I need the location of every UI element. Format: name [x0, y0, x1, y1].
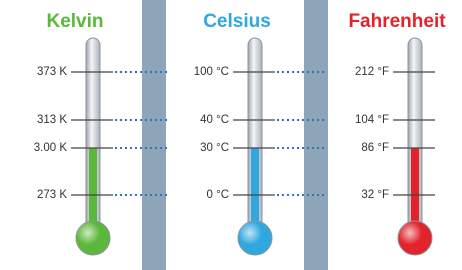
scale-label: 0 °C: [207, 189, 230, 201]
bulb-shine: [238, 221, 272, 255]
divider: [142, 0, 166, 270]
scale-label: 104 °F: [355, 114, 389, 126]
scale-label: 30 °C: [200, 142, 229, 154]
thermometer-diagram: Kelvin 373 K 313 K 3.00 K 273 K Celsius 100 °C…: [0, 0, 462, 270]
scale-label: 373 K: [37, 66, 67, 78]
scale-label: 40 °C: [200, 114, 229, 126]
scale-title: Kelvin: [46, 11, 103, 32]
scale-label: 100 °C: [194, 66, 229, 78]
scale-title: Fahrenheit: [348, 11, 446, 32]
divider: [304, 0, 328, 270]
scale-label: 273 K: [37, 189, 67, 201]
scale-label: 32 °F: [361, 189, 389, 201]
scale-label: 313 K: [37, 114, 67, 126]
scale-label: 212 °F: [355, 66, 389, 78]
scale-label: 3.00 K: [34, 142, 68, 154]
bulb-shine: [76, 221, 110, 255]
scale-label: 86 °F: [361, 142, 389, 154]
scale-title: Celsius: [203, 11, 271, 32]
bulb-shine: [398, 221, 432, 255]
